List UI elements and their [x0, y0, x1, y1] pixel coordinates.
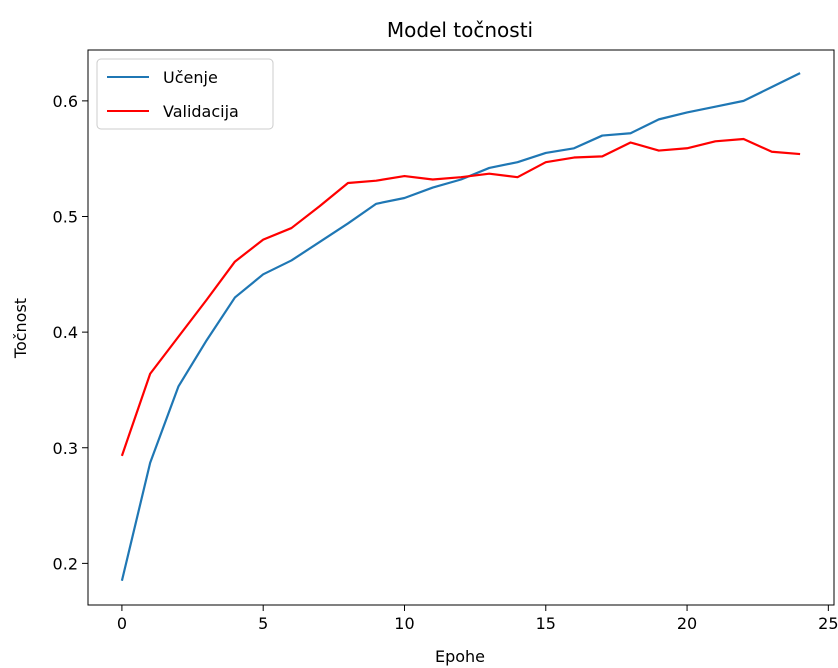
plot-area: [87, 49, 835, 606]
x-tick-label: 10: [394, 614, 414, 633]
legend-label-training: Učenje: [163, 68, 218, 87]
chart-title: Model točnosti: [387, 18, 533, 42]
series-layer: [120, 72, 801, 581]
y-tick-label: 0.4: [53, 323, 78, 342]
x-tick-label: 20: [677, 614, 697, 633]
y-tick-label: 0.3: [53, 439, 78, 458]
x-tick-label: 25: [818, 614, 838, 633]
series-line-validation: [120, 137, 801, 457]
y-tick-label: 0.2: [53, 554, 78, 573]
y-axis-ticks: 0.2 0.3 0.4 0.5 0.6: [53, 92, 88, 573]
y-tick-label: 0.5: [53, 208, 78, 227]
y-axis-title: Točnost: [11, 298, 30, 359]
x-tick-label: 15: [536, 614, 556, 633]
x-axis-title: Epohe: [435, 647, 485, 666]
legend: Učenje Validacija: [96, 58, 274, 130]
legend-label-validation: Validacija: [163, 102, 239, 121]
x-axis-ticks: 0 5 10 15 20 25: [117, 605, 838, 633]
y-tick-label: 0.6: [53, 92, 78, 111]
series-line-training: [120, 72, 801, 581]
plot-frame: [87, 49, 835, 606]
x-tick-label: 5: [258, 614, 268, 633]
x-tick-label: 0: [117, 614, 127, 633]
